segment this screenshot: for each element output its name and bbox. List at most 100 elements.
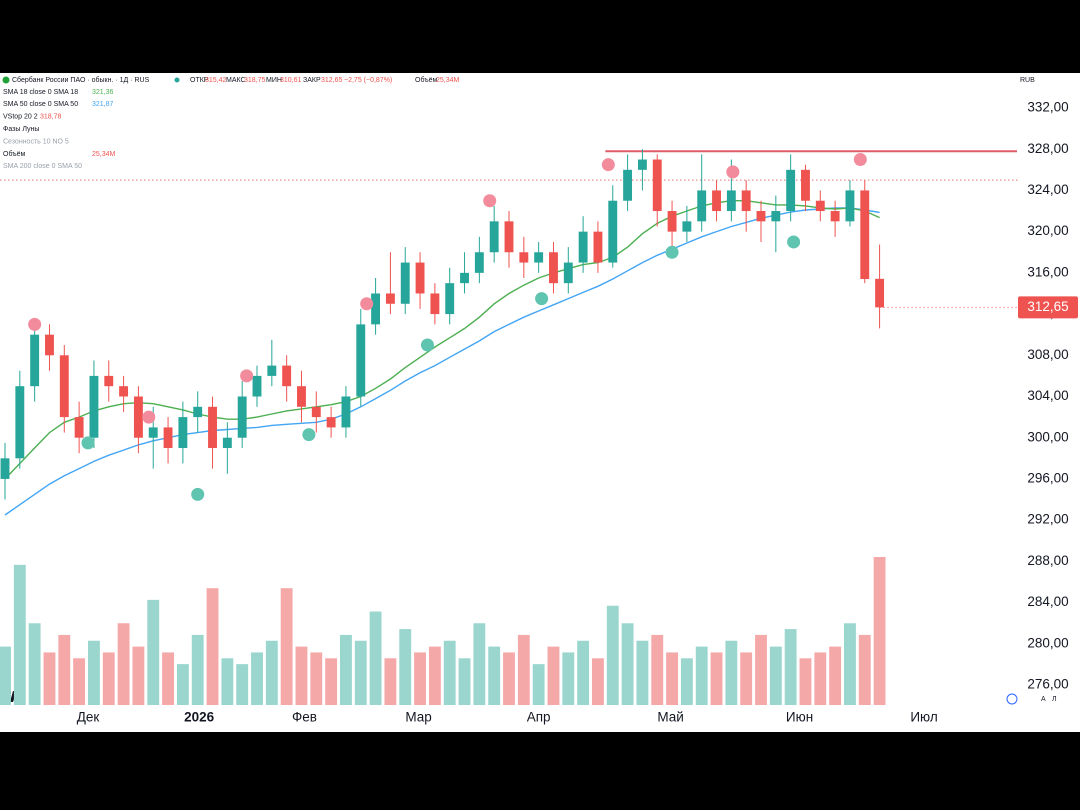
volume-bar: [280, 588, 293, 705]
volume-bar: [458, 658, 471, 705]
candle-body: [845, 190, 855, 222]
symbol-icon: [2, 76, 10, 84]
y-tick-label: 300,00: [1027, 429, 1068, 444]
indicator-name: Сезонность 10 NO 5: [3, 138, 69, 145]
volume-bar: [265, 640, 278, 705]
volume-bar: [532, 664, 545, 705]
x-tick-label: Июн: [786, 710, 813, 725]
volume-bar: [621, 623, 634, 705]
x-tick-label: 2026: [184, 710, 215, 725]
candle-body: [400, 262, 410, 304]
volume-bar: [829, 646, 842, 705]
volume-bar: [176, 664, 189, 705]
candle-body: [267, 365, 277, 376]
new-moon: [191, 487, 205, 501]
candle-body: [578, 231, 588, 263]
volume-bar: [799, 658, 812, 705]
volume-label: Объём: [415, 76, 437, 84]
volume-bar: [517, 634, 530, 705]
volume-bar: [295, 646, 308, 705]
volume-bar: [577, 640, 590, 705]
indicator-name: VStop 20 2: [3, 114, 38, 121]
settings-icon[interactable]: [1006, 693, 1018, 705]
volume-bar: [488, 646, 501, 705]
candle-body: [252, 375, 262, 397]
y-tick-label: 280,00: [1027, 635, 1068, 650]
volume-bar: [354, 640, 367, 705]
y-tick-label: 308,00: [1027, 347, 1068, 362]
y-tick-label: 316,00: [1027, 264, 1068, 279]
volume-bar: [102, 652, 115, 705]
volume-bar: [740, 652, 753, 705]
x-tick-label: Мар: [405, 710, 431, 725]
indicator-name: SMA 18 close 0 SMA 18: [3, 89, 78, 96]
y-tick-label: 304,00: [1027, 388, 1068, 403]
new-moon: [535, 292, 549, 306]
candle-body: [623, 169, 633, 201]
candle-body: [133, 396, 143, 438]
volume-bar: [428, 646, 441, 705]
candle-body: [489, 221, 499, 253]
high-value: 318,75: [244, 77, 266, 84]
full-moon: [853, 153, 867, 167]
candle-body: [148, 427, 158, 438]
full-moon: [601, 158, 615, 172]
candle-body: [534, 252, 544, 263]
candle-body: [326, 417, 336, 428]
full-moon: [28, 317, 42, 331]
candle-body: [445, 283, 455, 315]
candle-body: [59, 355, 69, 418]
candle-body: [356, 324, 366, 397]
volume-bar: [28, 623, 41, 705]
y-tick-label: 284,00: [1027, 594, 1068, 609]
candle-body: [608, 200, 618, 263]
currency: RUB: [1020, 77, 1035, 84]
volume-bar: [547, 646, 560, 705]
volume-bar: [651, 634, 664, 705]
volume-bar: [369, 611, 382, 705]
y-tick-label: 276,00: [1027, 677, 1068, 692]
new-moon: [665, 245, 679, 259]
full-moon: [483, 194, 497, 208]
full-moon: [726, 165, 740, 179]
volume-bar: [680, 658, 693, 705]
candle-body: [519, 252, 529, 263]
y-tick-label: 328,00: [1027, 141, 1068, 156]
high-label: МАКС: [226, 77, 246, 84]
change-value: −2,75 (−0,87%): [344, 77, 392, 84]
candle-body: [875, 278, 885, 308]
candle-body: [460, 272, 469, 284]
candle-body: [801, 169, 810, 201]
candle-body: [341, 396, 351, 428]
volume-bar: [340, 634, 352, 705]
volume-bar: [117, 623, 130, 705]
volume-bar: [784, 629, 797, 705]
volume-bar: [221, 658, 234, 705]
candle-body: [193, 406, 203, 418]
x-tick-label: Фев: [292, 710, 317, 725]
candle-body: [297, 386, 306, 407]
volume-bar: [162, 652, 174, 705]
scale-l[interactable]: Л: [1052, 696, 1057, 703]
candle-body: [30, 334, 40, 387]
candle-body: [830, 211, 840, 222]
candle-body: [385, 293, 395, 304]
scale-a[interactable]: А: [1041, 696, 1046, 703]
candle-body: [593, 231, 603, 263]
indicator-name: SMA 200 close 0 SMA 50: [3, 163, 82, 170]
volume-bar: [710, 652, 723, 705]
candle-body: [0, 458, 10, 479]
y-tick-label: 320,00: [1027, 223, 1068, 238]
new-moon: [420, 338, 434, 352]
candle-body: [222, 437, 232, 449]
volume-bar: [592, 658, 604, 705]
candle-body: [756, 211, 766, 222]
volume-bar: [725, 640, 738, 705]
volume-bar: [147, 599, 160, 705]
indicator-value: 321,87: [92, 101, 114, 108]
open-label: ОТКР: [190, 77, 209, 84]
new-moon: [787, 235, 801, 249]
candle-body: [45, 334, 54, 356]
volume-bar: [844, 623, 856, 705]
x-tick-label: Май: [657, 710, 683, 725]
